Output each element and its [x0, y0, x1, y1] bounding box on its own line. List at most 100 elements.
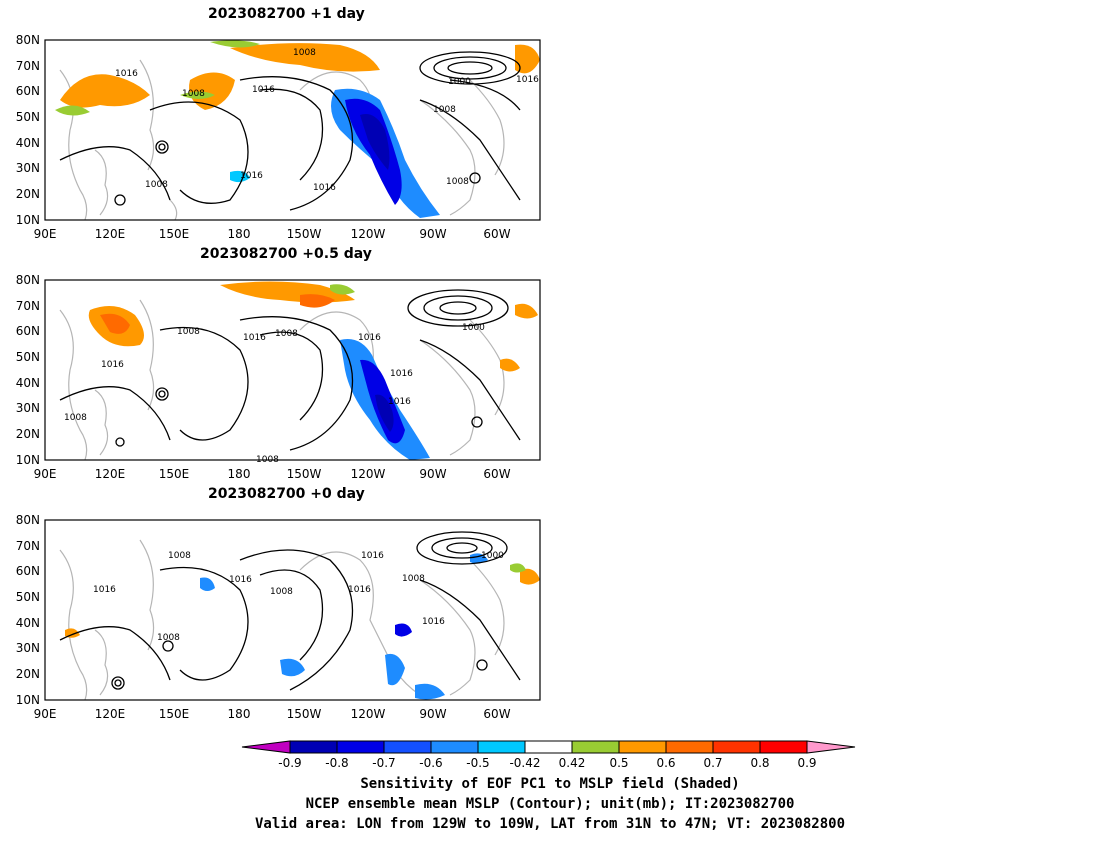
svg-text:30N: 30N — [16, 161, 40, 175]
svg-text:40N: 40N — [16, 376, 40, 390]
svg-text:50N: 50N — [16, 590, 40, 604]
svg-text:40N: 40N — [16, 616, 40, 630]
colorbar-label: 0.5 — [609, 756, 628, 770]
svg-text:70N: 70N — [16, 299, 40, 313]
colorbar-swatch — [665, 740, 714, 754]
svg-text:1008: 1008 — [270, 587, 293, 597]
colorbar-swatch — [571, 740, 620, 754]
svg-text:90E: 90E — [34, 227, 57, 241]
panel-2-title: 2023082700 +0.5 day — [200, 246, 372, 262]
svg-text:1016: 1016 — [252, 85, 275, 95]
panel-2-lon-ticks: 90E 120E 150E 180 150W 120W 90W 60W — [34, 467, 511, 481]
svg-text:1008: 1008 — [256, 455, 279, 465]
panel-1-title: 2023082700 +1 day — [208, 6, 365, 22]
panel-3-contours — [59, 531, 521, 691]
svg-text:180: 180 — [228, 227, 251, 241]
svg-text:80N: 80N — [16, 273, 40, 287]
svg-text:10N: 10N — [16, 693, 40, 707]
colorbar-swatch — [477, 740, 526, 754]
colorbar-label: -0.8 — [325, 756, 348, 770]
svg-text:1008: 1008 — [157, 633, 180, 643]
svg-text:1016: 1016 — [115, 69, 138, 79]
svg-text:20N: 20N — [16, 667, 40, 681]
svg-text:1016: 1016 — [358, 333, 381, 343]
svg-text:30N: 30N — [16, 641, 40, 655]
svg-text:1000: 1000 — [462, 323, 485, 333]
svg-text:80N: 80N — [16, 513, 40, 527]
svg-text:90W: 90W — [419, 707, 446, 721]
svg-text:90E: 90E — [34, 707, 57, 721]
svg-text:30N: 30N — [16, 401, 40, 415]
colorbar-label: 0.42 — [559, 756, 586, 770]
colorbar-swatch — [759, 740, 808, 754]
svg-text:1000: 1000 — [448, 77, 471, 87]
colorbar-label: 0.8 — [750, 756, 769, 770]
panel-3-shading — [65, 553, 540, 700]
panel-1-contours — [59, 51, 521, 211]
colorbar-label: -0.42 — [509, 756, 540, 770]
colorbar-left-arrow — [241, 740, 291, 754]
svg-text:60W: 60W — [483, 707, 510, 721]
caption-line-3: Valid area: LON from 129W to 109W, LAT f… — [254, 816, 845, 832]
colorbar-label: -0.5 — [466, 756, 489, 770]
svg-text:1016: 1016 — [101, 360, 124, 370]
colorbar-swatch — [336, 740, 385, 754]
svg-text:60N: 60N — [16, 564, 40, 578]
panel-1-contour-labels: 1008 1016 1008 1016 1000 1016 1008 1016 … — [115, 48, 539, 193]
svg-text:90W: 90W — [419, 467, 446, 481]
svg-text:120W: 120W — [351, 707, 386, 721]
panel-2-lat-ticks: 80N 70N 60N 50N 40N 30N 20N 10N — [16, 273, 40, 467]
svg-text:1016: 1016 — [361, 551, 384, 561]
svg-text:150W: 150W — [287, 227, 322, 241]
colorbar-swatch — [430, 740, 479, 754]
svg-text:60W: 60W — [483, 227, 510, 241]
svg-text:60N: 60N — [16, 84, 40, 98]
svg-text:150E: 150E — [159, 227, 190, 241]
svg-text:60W: 60W — [483, 467, 510, 481]
colorbar-swatch — [524, 740, 573, 754]
svg-text:120W: 120W — [351, 227, 386, 241]
svg-text:1016: 1016 — [388, 397, 411, 407]
colorbar-label: -0.9 — [278, 756, 301, 770]
panel-3-lon-ticks: 90E 120E 150E 180 150W 120W 90W 60W — [34, 707, 511, 721]
svg-text:20N: 20N — [16, 187, 40, 201]
svg-text:1008: 1008 — [182, 89, 205, 99]
panel-2-shading — [88, 281, 538, 460]
colorbar-label: -0.7 — [372, 756, 395, 770]
svg-text:70N: 70N — [16, 539, 40, 553]
svg-text:1016: 1016 — [243, 333, 266, 343]
panel-1-lat-ticks: 80N 70N 60N 50N 40N 30N 20N 10N — [16, 33, 40, 227]
svg-text:1016: 1016 — [390, 369, 413, 379]
caption-line-2: NCEP ensemble mean MSLP (Contour); unit(… — [305, 796, 795, 812]
panel-1-shading — [55, 40, 540, 218]
svg-text:10N: 10N — [16, 213, 40, 227]
svg-text:120E: 120E — [95, 707, 126, 721]
svg-text:150W: 150W — [287, 467, 322, 481]
panel-2-contours — [59, 289, 521, 451]
panel-3-title: 2023082700 +0 day — [208, 486, 365, 502]
svg-text:1008: 1008 — [64, 413, 87, 423]
colorbar-label: 0.9 — [797, 756, 816, 770]
svg-text:150E: 150E — [159, 467, 190, 481]
svg-text:70N: 70N — [16, 59, 40, 73]
colorbar-swatch — [618, 740, 667, 754]
svg-text:120W: 120W — [351, 467, 386, 481]
svg-text:120E: 120E — [95, 227, 126, 241]
svg-text:1016: 1016 — [348, 585, 371, 595]
svg-text:40N: 40N — [16, 136, 40, 150]
svg-text:1016: 1016 — [516, 75, 539, 85]
svg-text:10N: 10N — [16, 453, 40, 467]
svg-text:150W: 150W — [287, 707, 322, 721]
svg-text:60N: 60N — [16, 324, 40, 338]
svg-text:180: 180 — [228, 707, 251, 721]
svg-text:50N: 50N — [16, 110, 40, 124]
svg-text:1008: 1008 — [275, 329, 298, 339]
svg-text:1016: 1016 — [93, 585, 116, 595]
svg-text:1016: 1016 — [240, 171, 263, 181]
panel-2-map: 1008 1016 1008 1016 1016 1000 1016 1016 … — [16, 273, 541, 481]
svg-text:90W: 90W — [419, 227, 446, 241]
panel-1-lon-ticks: 90E 120E 150E 180 150W 120W 90W 60W — [34, 227, 511, 241]
colorbar-label: 0.6 — [656, 756, 675, 770]
svg-text:1008: 1008 — [177, 327, 200, 337]
svg-text:1008: 1008 — [293, 48, 316, 58]
